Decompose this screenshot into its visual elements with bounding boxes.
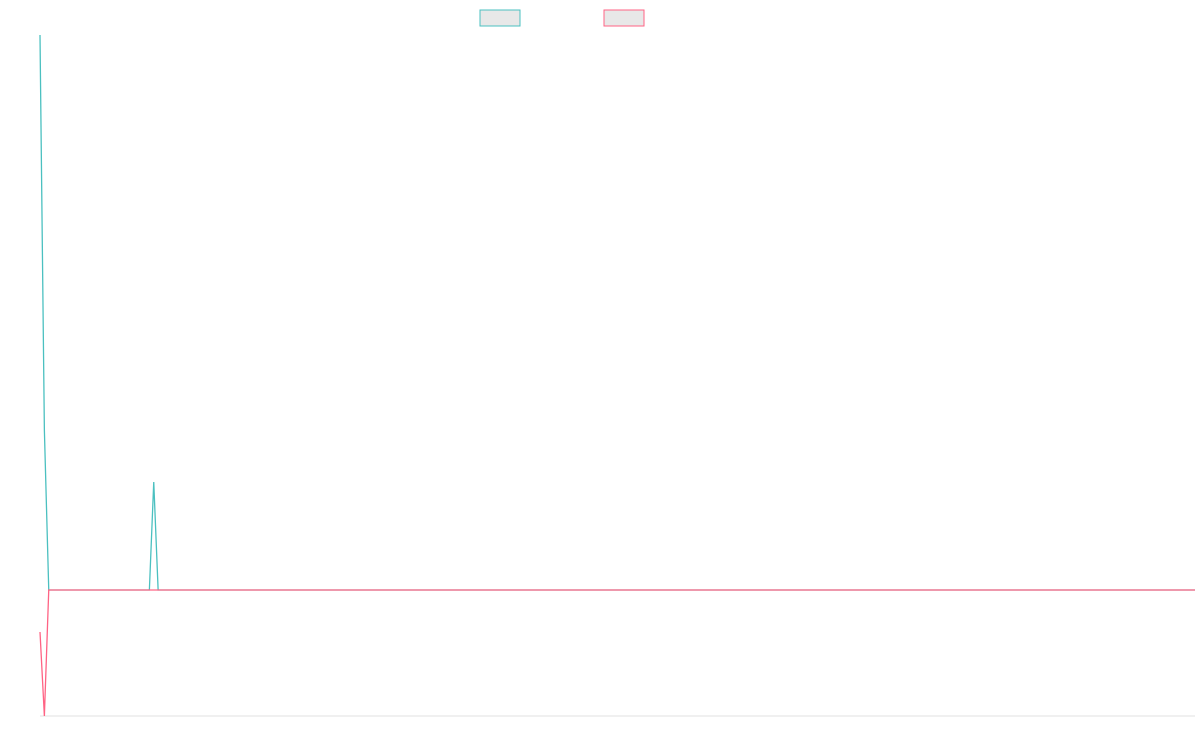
data-line (39, 589, 1195, 717)
data-line (39, 34, 1195, 591)
legend-swatch[interactable] (479, 9, 521, 27)
legend-swatch[interactable] (603, 9, 645, 27)
